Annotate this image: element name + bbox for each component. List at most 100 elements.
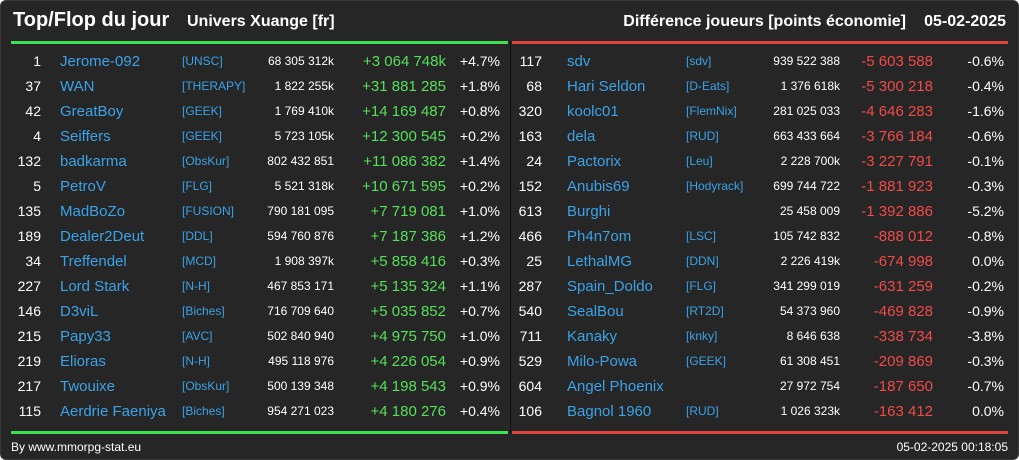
player-name-link[interactable]: badkarma	[60, 153, 127, 170]
alliance-tag-link[interactable]: [FlemNix]	[686, 104, 737, 118]
alliance-tag-link[interactable]: [LSC]	[686, 229, 717, 243]
player-name-link[interactable]: Angel Phoenix	[567, 378, 664, 395]
top-row: 1 Jerome-092 [UNSC] 68 305 312k +3 064 748k +…	[11, 49, 508, 74]
alliance-tag-link[interactable]: [THERAPY]	[182, 79, 246, 93]
alliance-tag-link[interactable]: [RUD]	[686, 129, 719, 143]
player-name-link[interactable]: SealBou	[567, 303, 624, 320]
player-name-link[interactable]: sdv	[567, 53, 591, 70]
player-rank: 37	[25, 78, 41, 94]
alliance-tag-link[interactable]: [RUD]	[686, 404, 719, 418]
alliance-tag-link[interactable]: [UNSC]	[182, 54, 223, 68]
player-name-link[interactable]: Bagnol 1960	[567, 403, 652, 420]
points-difference: +7 187 386	[370, 228, 447, 245]
alliance-tag-link[interactable]: [GEEK]	[686, 354, 727, 368]
percent-change: +0.3%	[459, 253, 500, 269]
percent-change: +1.4%	[459, 153, 500, 169]
player-name-link[interactable]: Hari Seldon	[567, 78, 646, 95]
alliance-tag-link[interactable]: [AVC]	[182, 329, 213, 343]
alliance-tag-link[interactable]: [Hodyrack]	[686, 179, 744, 193]
points-difference: -187 650	[873, 378, 933, 395]
alliance-tag-link[interactable]: [DDN]	[686, 254, 719, 268]
points-difference: -163 412	[873, 403, 933, 420]
player-points: 2 226 419k	[780, 254, 840, 268]
alliance-tag-link[interactable]: [N-H]	[182, 279, 210, 293]
player-points: 495 118 976	[268, 354, 334, 368]
player-name-link[interactable]: WAN	[60, 78, 95, 95]
player-name-link[interactable]: Papy33	[60, 328, 111, 345]
alliance-tag-link[interactable]: [Biches]	[182, 304, 225, 318]
player-points: 105 742 832	[773, 229, 840, 243]
alliance-tag-link[interactable]: [DDL]	[182, 229, 213, 243]
credit-link[interactable]: By www.mmorpg-stat.eu	[11, 440, 142, 454]
alliance-tag-link[interactable]: [ObsKur]	[182, 379, 230, 393]
player-name-link[interactable]: koolc01	[567, 103, 619, 120]
top-row: 146 D3viL [Biches] 716 709 640 +5 035 852 +0.…	[11, 299, 508, 324]
player-rank: 320	[518, 103, 542, 119]
player-points: 341 299 019	[773, 279, 840, 293]
player-name-link[interactable]: Burghi	[567, 203, 611, 220]
player-name-link[interactable]: MadBoZo	[60, 203, 126, 220]
player-name-link[interactable]: Jerome-092	[60, 53, 141, 70]
alliance-tag-link[interactable]: [FLG]	[182, 179, 213, 193]
player-name-link[interactable]: Treffendel	[60, 253, 127, 270]
flop-row: 25 LethalMG [DDN] 2 226 419k -674 998 0.0%	[512, 249, 1008, 274]
player-name-link[interactable]: Kanaky	[567, 328, 618, 345]
alliance-tag-link[interactable]: [knky]	[686, 329, 718, 343]
alliance-tag-link[interactable]: [FLG]	[686, 279, 717, 293]
player-name-link[interactable]: Aerdrie Faeniya	[60, 403, 166, 420]
player-name-link[interactable]: Anubis69	[567, 178, 630, 195]
player-name-link[interactable]: Elioras	[60, 353, 106, 370]
alliance-tag-link[interactable]: [D-Eats]	[686, 79, 730, 93]
percent-change: -0.1%	[967, 153, 1004, 169]
alliance-tag-link[interactable]: [GEEK]	[182, 104, 223, 118]
panel-divider	[510, 41, 511, 434]
player-name-link[interactable]: Dealer2Deut	[60, 228, 145, 245]
player-name-link[interactable]: PetroV	[60, 178, 106, 195]
alliance-tag-link[interactable]: [GEEK]	[182, 129, 223, 143]
points-difference: +4 226 054	[370, 353, 447, 370]
player-points: 1 376 618k	[780, 79, 840, 93]
alliance-tag-link[interactable]: [N-H]	[182, 354, 210, 368]
player-name-link[interactable]: GreatBoy	[60, 103, 124, 120]
alliance-tag-link[interactable]: [RT2D]	[686, 304, 724, 318]
player-rank: 219	[17, 353, 41, 369]
player-name-link[interactable]: Milo-Powa	[567, 353, 638, 370]
top-row: 135 MadBoZo [FUSION] 790 181 095 +7 719 081 +…	[11, 199, 508, 224]
flop-panel: 117 sdv [sdv] 939 522 388 -5 603 588 -0.6% 68 H…	[512, 41, 1008, 434]
player-points: 1 822 255k	[274, 79, 334, 93]
top-row: 132 badkarma [ObsKur] 802 432 851 +11 086 38…	[11, 149, 508, 174]
player-name-link[interactable]: Pactorix	[567, 153, 622, 170]
alliance-tag-link[interactable]: [Biches]	[182, 404, 225, 418]
alliance-tag-link[interactable]: [MCD]	[182, 254, 216, 268]
percent-change: -0.3%	[967, 178, 1004, 194]
flop-row: 320 koolc01 [FlemNix] 281 025 033 -4 646 283…	[512, 99, 1008, 124]
date-label: 05-02-2025	[924, 13, 1006, 30]
player-name-link[interactable]: Ph4n7om	[567, 228, 632, 245]
player-points: 8 646 638	[786, 329, 840, 343]
points-difference: -5 300 218	[861, 78, 933, 95]
percent-change: +0.2%	[459, 128, 500, 144]
flop-row: 163 dela [RUD] 663 433 664 -3 766 184 -0.6%	[512, 124, 1008, 149]
points-difference: -674 998	[873, 253, 933, 270]
alliance-tag-link[interactable]: [ObsKur]	[182, 154, 230, 168]
top-row: 37 WAN [THERAPY] 1 822 255k +31 881 285 +1.8%	[11, 74, 508, 99]
alliance-tag-link[interactable]: [Leu]	[686, 154, 713, 168]
percent-change: +0.9%	[459, 353, 500, 369]
player-name-link[interactable]: Spain_Doldo	[567, 278, 653, 295]
player-name-link[interactable]: Seiffers	[60, 128, 111, 145]
player-rank: 106	[518, 403, 542, 419]
alliance-tag-link[interactable]: [FUSION]	[182, 204, 235, 218]
player-name-link[interactable]: LethalMG	[567, 253, 633, 270]
player-rank: 132	[17, 153, 41, 169]
percent-change: -0.4%	[967, 78, 1004, 94]
player-name-link[interactable]: Lord Stark	[60, 278, 130, 295]
percent-change: -0.6%	[967, 53, 1004, 69]
player-name-link[interactable]: Twouixe	[60, 378, 116, 395]
alliance-tag-link[interactable]: [sdv]	[686, 54, 712, 68]
percent-change: +1.0%	[459, 328, 500, 344]
player-name-link[interactable]: D3viL	[60, 303, 99, 320]
player-points: 790 181 095	[267, 204, 334, 218]
player-name-link[interactable]: dela	[567, 128, 596, 145]
player-rank: 146	[17, 303, 41, 319]
flop-row: 529 Milo-Powa [GEEK] 61 308 451 -209 869 -0.3…	[512, 349, 1008, 374]
